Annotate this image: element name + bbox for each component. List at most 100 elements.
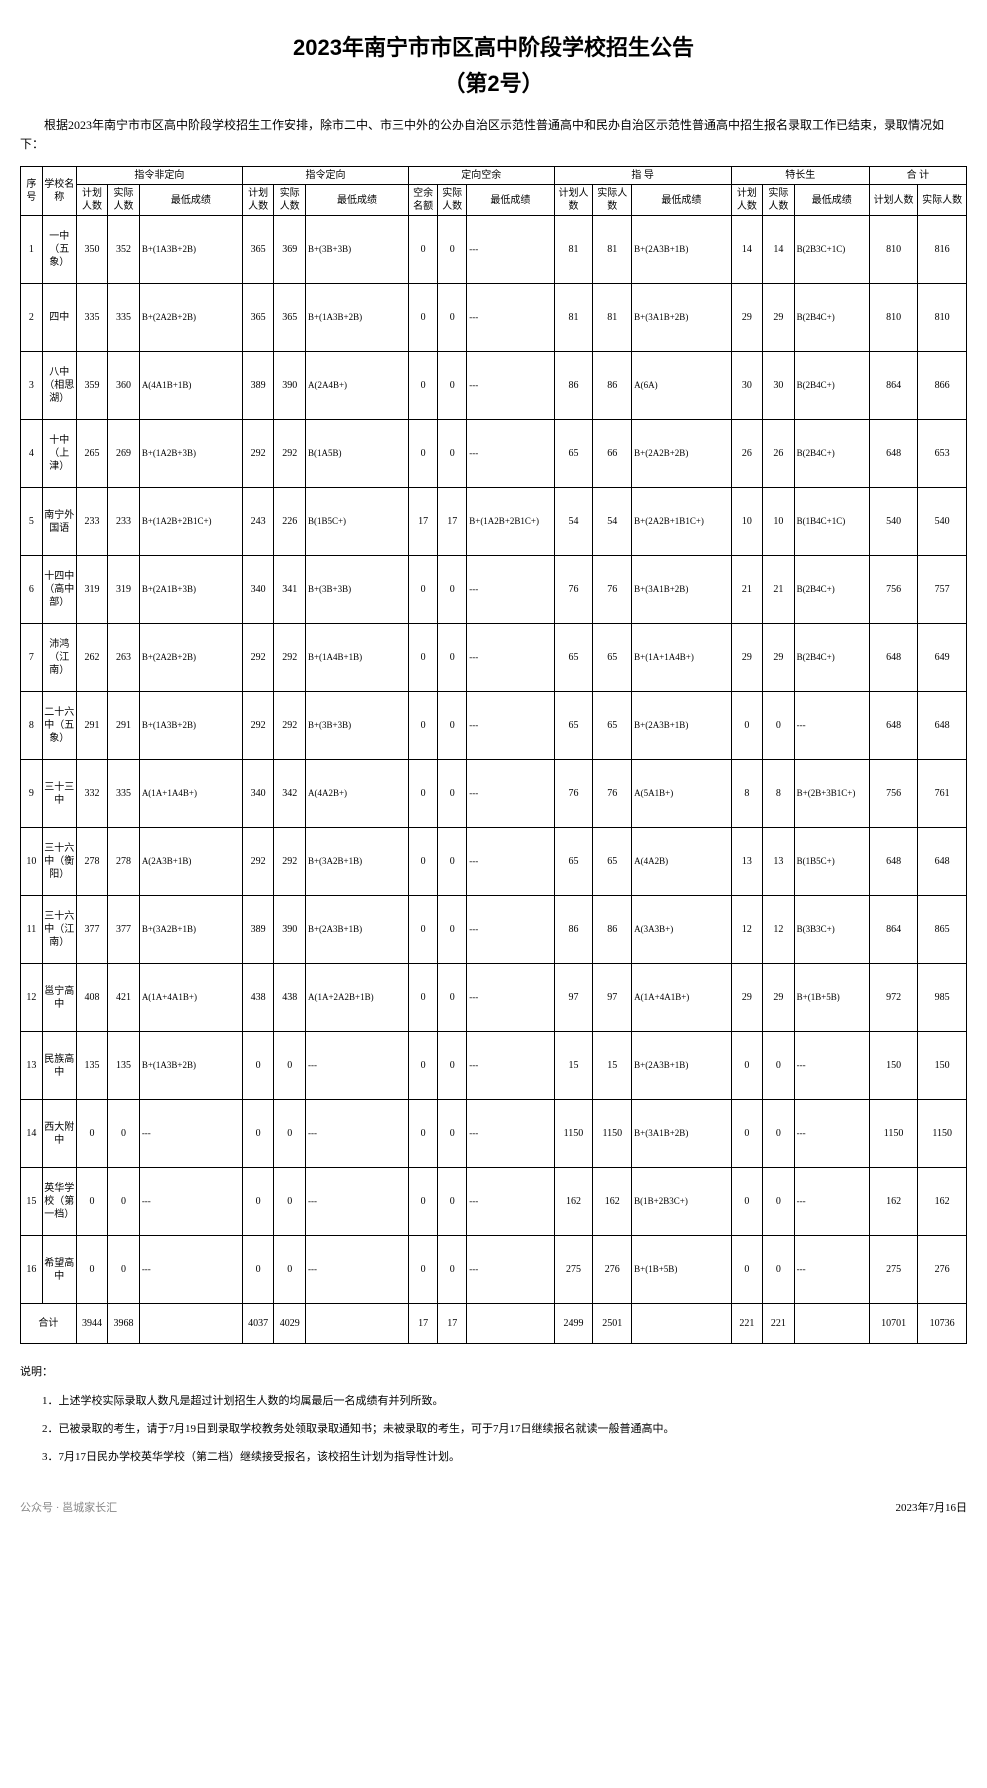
cell-p1: 377 [76,896,108,964]
cell-a2: 369 [274,216,306,284]
cell-p4: 1150 [554,1100,593,1168]
th-score: 最低成绩 [305,185,408,216]
cell-s3: --- [467,1168,554,1236]
table-row: 13民族高中135135B+(1A3B+2B)00---00---1515B+(… [21,1032,967,1100]
total-s3 [467,1304,554,1344]
cell-p3: 0 [409,964,438,1032]
cell-s4: B+(3A1B+2B) [632,1100,731,1168]
cell-a4: 66 [593,420,632,488]
cell-seq: 12 [21,964,43,1032]
cell-s4: B+(2A3B+1B) [632,1032,731,1100]
cell-p2: 292 [242,692,274,760]
cell-p2: 292 [242,624,274,692]
cell-s2: A(1A+2A2B+1B) [305,964,408,1032]
cell-s3: --- [467,964,554,1032]
cell-a2: 342 [274,760,306,828]
total-a1: 3968 [108,1304,140,1344]
cell-p4: 162 [554,1168,593,1236]
totals-row: 合计39443968403740291717249925012212211070… [21,1304,967,1344]
table-row: 4十中（上津）265269B+(1A2B+3B)292292B(1A5B)00-… [21,420,967,488]
table-row: 2四中335335B+(2A2B+2B)365365B+(1A3B+2B)00-… [21,284,967,352]
table-row: 14西大附中00---00---00---11501150B+(3A1B+2B)… [21,1100,967,1168]
cell-s3: --- [467,556,554,624]
cell-s4: A(1A+4A1B+) [632,964,731,1032]
cell-a1: 135 [108,1032,140,1100]
cell-ta: 757 [918,556,967,624]
intro-text: 根据2023年南宁市市区高中阶段学校招生工作安排，除市二中、市三中外的公办自治区… [20,116,967,154]
cell-s2: A(4A2B+) [305,760,408,828]
cell-s2: B+(3B+3B) [305,216,408,284]
cell-seq: 11 [21,896,43,964]
cell-s4: B+(2A2B+2B) [632,420,731,488]
cell-s4: B+(3A1B+2B) [632,556,731,624]
cell-ta: 1150 [918,1100,967,1168]
cell-p1: 0 [76,1100,108,1168]
cell-p4: 65 [554,828,593,896]
cell-a3: 0 [438,692,467,760]
table-row: 3八中（相思湖）359360A(4A1B+1B)389390A(2A4B+)00… [21,352,967,420]
cell-school: 三十六中（江南） [42,896,76,964]
cell-s2: --- [305,1168,408,1236]
table-row: 11三十六中（江南）377377B+(3A2B+1B)389390B+(2A3B… [21,896,967,964]
cell-p4: 86 [554,896,593,964]
note-item: 1．上述学校实际录取人数凡是超过计划招生人数的均属最后一名成绩有并列所致。 [20,1389,967,1413]
cell-a2: 292 [274,624,306,692]
th-plan: 计划人数 [554,185,593,216]
cell-a3: 0 [438,420,467,488]
cell-p2: 292 [242,420,274,488]
footer-source: 公众号 · 邕城家长汇 [20,1499,117,1515]
cell-a4: 86 [593,896,632,964]
cell-tp: 810 [869,216,918,284]
cell-a1: 0 [108,1168,140,1236]
cell-a1: 360 [108,352,140,420]
cell-tp: 648 [869,692,918,760]
cell-a3: 17 [438,488,467,556]
cell-tp: 275 [869,1236,918,1304]
cell-school: 希望高中 [42,1236,76,1304]
cell-ta: 810 [918,284,967,352]
th-plan: 计划人数 [242,185,274,216]
cell-seq: 8 [21,692,43,760]
cell-ta: 276 [918,1236,967,1304]
cell-s5: --- [794,692,869,760]
cell-a4: 65 [593,624,632,692]
cell-school: 三十六中（衡阳） [42,828,76,896]
cell-ta: 648 [918,692,967,760]
cell-p2: 292 [242,828,274,896]
table-row: 15英华学校（第一档）00---00---00---162162B(1B+2B3… [21,1168,967,1236]
notes-title: 说明： [20,1360,967,1384]
total-a3: 17 [438,1304,467,1344]
cell-tp: 540 [869,488,918,556]
notes-section: 说明： 1．上述学校实际录取人数凡是超过计划招生人数的均属最后一名成绩有并列所致… [20,1360,967,1469]
cell-s4: B+(2A2B+1B1C+) [632,488,731,556]
cell-s1: B+(1A2B+3B) [139,420,242,488]
cell-p4: 15 [554,1032,593,1100]
cell-p3: 0 [409,1032,438,1100]
cell-s5: B(2B4C+) [794,352,869,420]
cell-a5: 0 [763,1236,795,1304]
cell-s1: --- [139,1236,242,1304]
cell-a3: 0 [438,1032,467,1100]
th-score: 最低成绩 [139,185,242,216]
cell-s2: B+(3B+3B) [305,692,408,760]
cell-a4: 65 [593,692,632,760]
cell-s1: B+(1A3B+2B) [139,692,242,760]
cell-a5: 12 [763,896,795,964]
cell-a4: 162 [593,1168,632,1236]
cell-a5: 0 [763,692,795,760]
cell-s4: B+(3A1B+2B) [632,284,731,352]
cell-p2: 365 [242,284,274,352]
cell-a2: 390 [274,896,306,964]
cell-s2: A(2A4B+) [305,352,408,420]
cell-a1: 278 [108,828,140,896]
cell-s5: B(3B3C+) [794,896,869,964]
th-actual: 实际人数 [763,185,795,216]
cell-school: 民族高中 [42,1032,76,1100]
cell-p1: 265 [76,420,108,488]
cell-s5: B(1B4C+1C) [794,488,869,556]
cell-s5: --- [794,1100,869,1168]
cell-a1: 0 [108,1100,140,1168]
th-group2: 指令定向 [242,167,408,185]
cell-s1: --- [139,1168,242,1236]
cell-p4: 76 [554,556,593,624]
